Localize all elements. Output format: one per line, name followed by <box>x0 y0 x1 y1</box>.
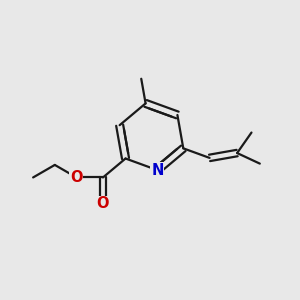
Text: O: O <box>97 196 109 211</box>
Text: O: O <box>70 170 83 185</box>
Text: N: N <box>151 163 164 178</box>
